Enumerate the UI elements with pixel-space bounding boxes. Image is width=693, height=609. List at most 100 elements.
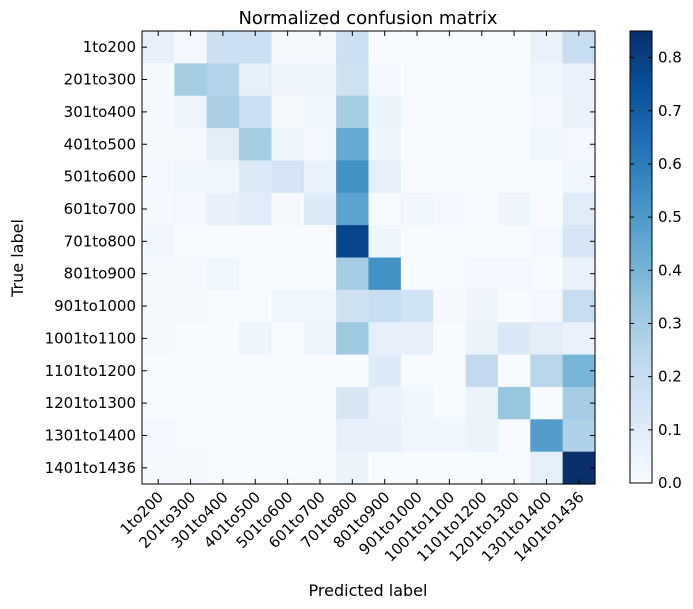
heatmap-cell-r9-c8 xyxy=(400,322,434,356)
heatmap-cell-r3-c6 xyxy=(336,128,370,162)
heatmap-cell-r5-c8 xyxy=(400,192,434,226)
heatmap-cell-r5-c3 xyxy=(239,192,273,226)
heatmap-cell-r4-c2 xyxy=(206,160,240,194)
heatmap-cell-r0-c3 xyxy=(239,31,273,64)
heatmap-cell-r7-c12 xyxy=(530,257,564,291)
heatmap-cell-r7-c0 xyxy=(142,257,175,291)
heatmap-cell-r7-c11 xyxy=(497,257,531,291)
heatmap-cell-r5-c11 xyxy=(497,192,531,226)
heatmap-cell-r8-c11 xyxy=(497,289,531,323)
heatmap-cell-r8-c10 xyxy=(465,289,499,323)
heatmap-cell-r11-c11 xyxy=(497,386,531,420)
heatmap-cell-r0-c0 xyxy=(142,31,175,64)
heatmap-cell-r1-c8 xyxy=(400,63,434,97)
y-tick-label-10: 1101to1200 xyxy=(45,362,136,380)
heatmap-cell-r9-c6 xyxy=(336,322,370,356)
heatmap-cell-r4-c10 xyxy=(465,160,499,194)
heatmap-cell-r10-c2 xyxy=(206,354,240,388)
heatmap-cell-r7-c1 xyxy=(174,257,208,291)
heatmap-cell-r3-c12 xyxy=(530,128,564,162)
y-tick-label-1: 201to300 xyxy=(64,71,136,89)
y-tick-label-9: 1001to1100 xyxy=(45,329,136,347)
heatmap-cell-r8-c6 xyxy=(336,289,370,323)
heatmap-cell-r11-c8 xyxy=(400,386,434,420)
heatmap-cell-r2-c8 xyxy=(400,95,434,129)
heatmap-cell-r8-c2 xyxy=(206,289,240,323)
colorbar-tick-label-7: 0.7 xyxy=(658,102,682,120)
heatmap-cell-r9-c5 xyxy=(303,322,337,356)
heatmap-cell-r3-c2 xyxy=(206,128,240,162)
heatmap-cell-r10-c12 xyxy=(530,354,564,388)
heatmap-cell-r9-c7 xyxy=(368,322,402,356)
heatmap-cell-r2-c9 xyxy=(433,95,467,129)
heatmap-cell-r9-c1 xyxy=(174,322,208,356)
plot-frame xyxy=(141,30,596,485)
heatmap-cell-r11-c10 xyxy=(465,386,499,420)
heatmap-cell-r2-c5 xyxy=(303,95,337,129)
heatmap-cell-r8-c4 xyxy=(271,289,305,323)
heatmap-cell-r2-c7 xyxy=(368,95,402,129)
y-tick-label-0: 1to200 xyxy=(83,38,136,56)
heatmap-cell-r11-c4 xyxy=(271,386,305,420)
heatmap-cell-r5-c0 xyxy=(142,192,175,226)
heatmap-cell-r2-c2 xyxy=(206,95,240,129)
colorbar-tick-label-6: 0.6 xyxy=(658,155,682,173)
heatmap-cell-r7-c6 xyxy=(336,257,370,291)
heatmap-cell-r5-c6 xyxy=(336,192,370,226)
heatmap-cell-r10-c10 xyxy=(465,354,499,388)
heatmap-cell-r0-c2 xyxy=(206,31,240,64)
heatmap-cell-r5-c9 xyxy=(433,192,467,226)
heatmap-cell-r2-c12 xyxy=(530,95,564,129)
heatmap-cell-r12-c9 xyxy=(433,419,467,453)
heatmap-cell-r6-c5 xyxy=(303,225,337,259)
heatmap-cell-r3-c4 xyxy=(271,128,305,162)
colorbar-tick-label-4: 0.4 xyxy=(658,261,682,279)
heatmap-cell-r9-c0 xyxy=(142,322,175,356)
heatmap-cell-r8-c1 xyxy=(174,289,208,323)
heatmap-cell-r3-c1 xyxy=(174,128,208,162)
heatmap-cell-r1-c4 xyxy=(271,63,305,97)
heatmap-cell-r7-c4 xyxy=(271,257,305,291)
heatmap-cell-r4-c12 xyxy=(530,160,564,194)
heatmap-cell-r4-c4 xyxy=(271,160,305,194)
colorbar-tick-label-5: 0.5 xyxy=(658,208,682,226)
heatmap-cell-r1-c11 xyxy=(497,63,531,97)
heatmap-cell-r12-c0 xyxy=(142,419,175,453)
chart-title: Normalized confusion matrix xyxy=(238,8,497,29)
heatmap-cell-r7-c7 xyxy=(368,257,402,291)
heatmap-cell-r4-c1 xyxy=(174,160,208,194)
heatmap-cell-r10-c7 xyxy=(368,354,402,388)
heatmap-cell-r9-c3 xyxy=(239,322,273,356)
heatmap-cell-r8-c9 xyxy=(433,289,467,323)
heatmap-cell-r5-c12 xyxy=(530,192,564,226)
heatmap-cell-r12-c4 xyxy=(271,419,305,453)
heatmap-cell-r6-c4 xyxy=(271,225,305,259)
heatmap-cell-r5-c5 xyxy=(303,192,337,226)
heatmap-cell-r3-c10 xyxy=(465,128,499,162)
heatmap-cell-r1-c5 xyxy=(303,63,337,97)
heatmap-cell-r8-c8 xyxy=(400,289,434,323)
heatmap-cell-r11-c12 xyxy=(530,386,564,420)
heatmap-cell-r6-c6 xyxy=(336,225,370,259)
heatmap-cell-r5-c10 xyxy=(465,192,499,226)
heatmap-cell-r4-c7 xyxy=(368,160,402,194)
heatmap-cell-r10-c5 xyxy=(303,354,337,388)
heatmap-cell-r4-c6 xyxy=(336,160,370,194)
heatmap-cell-r9-c12 xyxy=(530,322,564,356)
heatmap-cell-r11-c9 xyxy=(433,386,467,420)
heatmap-cell-r9-c4 xyxy=(271,322,305,356)
colorbar-tick-label-0: 0.0 xyxy=(658,474,682,492)
heatmap-cell-r0-c7 xyxy=(368,31,402,64)
x-axis-label: Predicted label xyxy=(309,581,428,600)
heatmap-cell-r7-c10 xyxy=(465,257,499,291)
heatmap-cell-r8-c3 xyxy=(239,289,273,323)
heatmap-cell-r9-c2 xyxy=(206,322,240,356)
heatmap-cell-r0-c1 xyxy=(174,31,208,64)
heatmap-cell-r7-c8 xyxy=(400,257,434,291)
heatmap-cell-r12-c8 xyxy=(400,419,434,453)
heatmap-cell-r3-c8 xyxy=(400,128,434,162)
heatmap-cell-r11-c2 xyxy=(206,386,240,420)
y-tick-label-13: 1401to1436 xyxy=(45,459,136,477)
y-tick-label-11: 1201to1300 xyxy=(45,394,136,412)
